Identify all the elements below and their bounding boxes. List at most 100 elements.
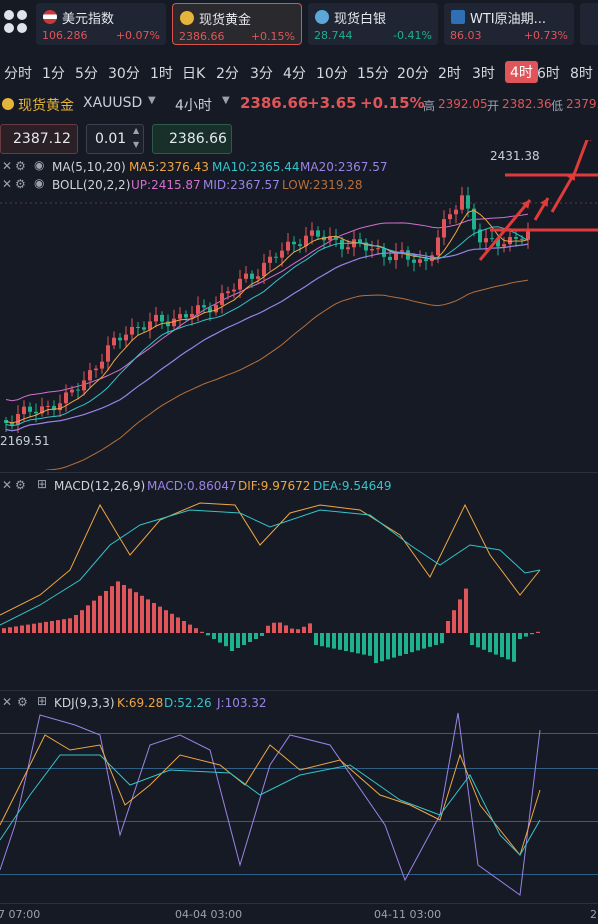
collapse-icon[interactable]: ✕: [2, 159, 13, 173]
tab-timeframe[interactable]: 6时: [537, 66, 560, 82]
macd-bar: [260, 633, 264, 636]
candle-body: [166, 321, 170, 327]
close-icon[interactable]: ✕: [2, 478, 13, 492]
macd-bar: [92, 600, 96, 633]
macd-bar: [434, 633, 438, 645]
candle-body: [304, 235, 308, 246]
divider: [0, 690, 598, 691]
tab-timeframe[interactable]: 4时: [505, 61, 538, 83]
sell-price-box[interactable]: 2387.12: [0, 124, 78, 154]
ticker-usd-index[interactable]: 美元指数 106.286 +0.07%: [36, 3, 166, 45]
ticker-spot-silver[interactable]: 现货白银 28.744 -0.41%: [308, 3, 438, 45]
d-value: D:52.26: [164, 696, 212, 710]
settings-icon[interactable]: ⚙: [15, 177, 26, 191]
macd-bar: [218, 633, 222, 643]
macd-bar: [134, 592, 138, 633]
macd-bar: [116, 581, 120, 633]
kdj-chart[interactable]: [0, 705, 598, 905]
macd-bar: [104, 591, 108, 633]
collapse-icon[interactable]: ✕: [2, 177, 13, 191]
macd-bar: [392, 633, 396, 658]
settings-icon[interactable]: ⚙: [15, 478, 26, 492]
tab-timeframe[interactable]: 分时: [4, 66, 32, 82]
tab-timeframe[interactable]: 30分: [108, 66, 140, 82]
ticker-spot-gold[interactable]: 现货黄金 2386.66 +0.15%: [172, 3, 302, 45]
ma10-value: MA10:2365.44: [212, 160, 300, 174]
macd-bar: [362, 633, 366, 655]
kdj-legend: ✕ ⚙ ⊞ KDJ(9,3,3) K:69.28 D:52.26 J:103.3…: [0, 694, 598, 712]
close-icon[interactable]: ✕: [2, 695, 13, 709]
candle-body: [388, 256, 392, 261]
buy-price-box[interactable]: 2386.66: [152, 124, 232, 154]
trend-arrow: [573, 140, 589, 173]
tab-timeframe[interactable]: 5分: [75, 66, 98, 82]
candle-body: [172, 318, 176, 327]
tab-timeframe[interactable]: 15分: [357, 66, 389, 82]
visibility-icon[interactable]: ◉: [34, 176, 45, 190]
candle-body: [328, 236, 332, 241]
macd-bar: [266, 625, 270, 633]
current-price: 2386.66: [240, 94, 309, 112]
macd-bar: [98, 595, 102, 633]
symbol-name[interactable]: 现货黄金: [18, 98, 74, 114]
tab-timeframe[interactable]: 3时: [472, 66, 495, 82]
macd-bar: [458, 599, 462, 633]
dif-line: [0, 502, 541, 616]
tab-timeframe[interactable]: 8时: [570, 66, 593, 82]
candle-body: [286, 241, 290, 251]
candle-body: [514, 236, 518, 239]
symbol-dropdown-icon[interactable]: ▼: [148, 95, 156, 106]
macd-bar: [38, 622, 42, 633]
candlestick-chart[interactable]: [0, 140, 598, 470]
ticker-more[interactable]: [580, 3, 598, 45]
expand-icon[interactable]: ⊞: [37, 694, 48, 708]
tab-timeframe[interactable]: 日K: [182, 66, 206, 82]
quantity-stepper-up-icon[interactable]: ▲: [133, 126, 140, 135]
tab-timeframe[interactable]: 2分: [216, 66, 239, 82]
quantity-stepper-down-icon[interactable]: ▼: [133, 140, 140, 149]
macd-bar: [248, 633, 252, 642]
macd-chart[interactable]: [0, 495, 598, 690]
settings-icon[interactable]: ⚙: [15, 159, 26, 173]
j-value: J:103.32: [217, 696, 267, 710]
expand-icon[interactable]: ⊞: [37, 477, 48, 491]
candle-body: [250, 273, 254, 279]
us-flag-icon: [43, 10, 57, 24]
quantity-input[interactable]: 0.01 ▲ ▼: [86, 124, 144, 154]
tab-timeframe[interactable]: 3分: [250, 66, 273, 82]
ma-name: MA(5,10,20): [52, 160, 126, 174]
tab-timeframe[interactable]: 1时: [150, 66, 173, 82]
candle-body: [376, 248, 380, 250]
macd-bar: [128, 588, 132, 633]
interval-label[interactable]: 4小时: [175, 98, 212, 114]
symbol-header: 现货黄金 XAUUSD ▼ 4小时 ▼ 2386.66 +3.65 +0.15%…: [0, 92, 598, 118]
macd-bar: [518, 633, 522, 639]
macd-bar: [482, 633, 486, 650]
tab-timeframe[interactable]: 4分: [283, 66, 306, 82]
ticker-change: +0.07%: [115, 29, 160, 42]
candle-body: [448, 214, 452, 220]
tab-timeframe[interactable]: 20分: [397, 66, 429, 82]
candle-body: [520, 238, 524, 240]
settings-icon[interactable]: ⚙: [17, 695, 28, 709]
dif-value: DIF:9.97672: [238, 479, 311, 493]
grid-menu-icon[interactable]: [2, 8, 30, 36]
macd-bar: [308, 623, 312, 633]
visibility-icon[interactable]: ◉: [34, 158, 45, 172]
tab-timeframe[interactable]: 10分: [316, 66, 348, 82]
tab-timeframe[interactable]: 1分: [42, 66, 65, 82]
macd-bar: [278, 622, 282, 633]
candle-body: [100, 361, 104, 369]
open-label: 开: [487, 99, 500, 113]
macd-bar: [338, 633, 342, 650]
ticker-wti-oil[interactable]: WTI原油期... 86.03 +0.73%: [444, 3, 574, 45]
macd-bar: [242, 633, 246, 645]
interval-dropdown-icon[interactable]: ▼: [222, 95, 230, 106]
boll-up-value: UP:2415.87: [131, 178, 201, 192]
kdj-level-line: [0, 821, 598, 822]
candle-body: [184, 314, 188, 318]
tab-timeframe[interactable]: 2时: [438, 66, 461, 82]
symbol-code[interactable]: XAUUSD: [83, 95, 143, 111]
timeframe-bar: 分时 1分 5分 30分 1时 日K 2分 3分 4分 10分 15分 20分 2时 3时 4时 6时 8时: [0, 58, 598, 88]
macd-bar: [74, 615, 78, 633]
